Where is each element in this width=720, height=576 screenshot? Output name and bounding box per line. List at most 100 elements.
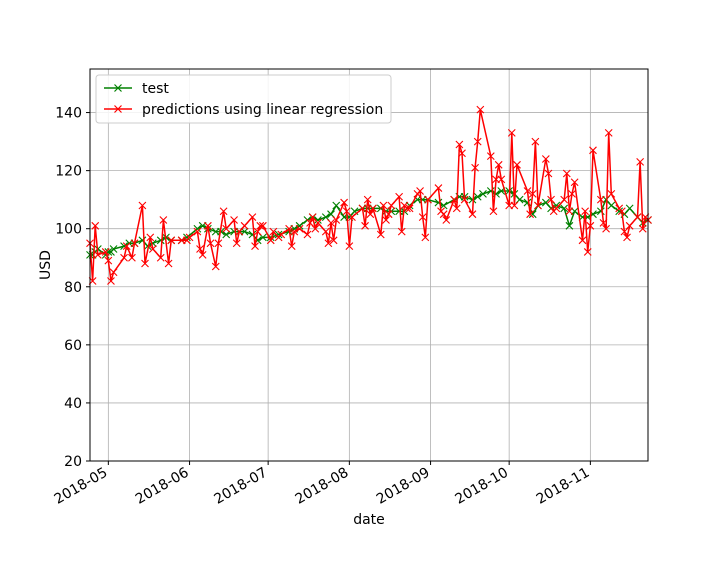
data-point-marker (468, 195, 477, 204)
data-point-marker (526, 210, 535, 219)
data-point-marker (418, 213, 427, 221)
y-tick-label: 80 (64, 280, 82, 296)
data-point-marker (91, 221, 100, 230)
data-point-marker (128, 253, 136, 262)
data-point-marker (345, 242, 354, 251)
data-point-marker (468, 210, 477, 219)
data-point-marker (130, 239, 139, 248)
data-point-marker (565, 221, 574, 230)
data-point-marker (159, 216, 168, 224)
data-point-marker (552, 204, 561, 213)
data-point-marker (259, 221, 267, 230)
data-point-marker (596, 195, 605, 204)
data-point-marker (560, 195, 569, 204)
data-point-marker (442, 216, 451, 224)
data-point-marker (625, 204, 634, 213)
data-point-marker (251, 242, 259, 251)
data-point-marker (311, 224, 320, 233)
data-point-marker (321, 227, 330, 236)
data-point-marker (473, 137, 482, 146)
data-point-marker (458, 149, 466, 158)
series-line (89, 108, 649, 282)
data-point-marker (452, 204, 461, 213)
data-point-marker (633, 213, 642, 221)
data-point-marker (460, 195, 469, 204)
data-point-marker (214, 239, 223, 248)
data-point-marker (222, 224, 231, 233)
data-point-marker (193, 224, 202, 233)
data-point-marker (560, 204, 569, 213)
data-point-marker (348, 213, 356, 221)
data-point-marker (528, 189, 537, 198)
data-point-marker (376, 230, 385, 239)
data-point-marker (562, 169, 571, 178)
data-point-marker (203, 221, 212, 230)
y-tick-label: 140 (55, 106, 82, 122)
data-point-marker (479, 189, 487, 198)
data-point-marker (450, 195, 459, 204)
data-point-marker (602, 224, 610, 233)
data-point-marker (617, 207, 626, 216)
data-point-marker (167, 236, 176, 245)
data-point-marker (596, 207, 605, 216)
data-point-marker (156, 253, 165, 262)
data-point-marker (544, 169, 553, 178)
data-point-marker (471, 163, 479, 172)
x-axis-label: date (353, 512, 385, 528)
data-point-marker (586, 221, 595, 230)
y-tick-label: 100 (55, 222, 82, 238)
data-point-marker (219, 207, 228, 216)
data-point-marker (497, 175, 506, 184)
data-point-marker (513, 160, 521, 169)
data-point-marker (287, 242, 296, 251)
data-point-marker (340, 198, 349, 207)
data-point-marker (107, 277, 115, 285)
data-point-marker (109, 245, 118, 253)
data-point-marker (492, 189, 500, 198)
data-point-marker (541, 155, 550, 163)
legend: test predictions using linear regression (95, 74, 392, 124)
data-point-marker (489, 207, 498, 216)
data-point-marker (120, 253, 128, 262)
data-point-marker (101, 248, 110, 256)
data-point-marker (248, 213, 257, 221)
data-point-marker (589, 146, 597, 155)
data-point-marker (256, 221, 265, 230)
data-point-marker (476, 105, 485, 114)
data-point-marker (607, 201, 616, 210)
plot-area (90, 69, 648, 461)
data-point-marker (638, 224, 647, 233)
data-point-marker (122, 242, 131, 251)
data-point-marker (486, 152, 495, 160)
data-point-marker (363, 195, 372, 204)
data-point-marker (636, 158, 645, 166)
data-point-marker (578, 236, 587, 245)
data-point-marker (581, 207, 590, 216)
data-point-marker (531, 137, 540, 146)
data-point-marker (327, 219, 335, 227)
data-point-marker (403, 204, 411, 213)
legend-label-predictions: predictions using linear regression (142, 102, 383, 118)
legend-marker-predictions (114, 105, 122, 113)
data-point-marker (439, 210, 448, 219)
data-point-marker (358, 204, 367, 213)
data-point-marker (277, 230, 286, 239)
data-point-marker (397, 227, 406, 236)
data-point-marker (104, 256, 113, 265)
data-point-marker (332, 201, 341, 210)
data-point-marker (232, 239, 241, 248)
data-point-marker (625, 221, 634, 230)
data-point-marker (332, 216, 341, 224)
data-point-marker (565, 207, 574, 216)
data-point-marker (109, 268, 118, 277)
data-point-marker (230, 216, 238, 224)
data-point-marker (494, 160, 503, 169)
data-point-marker (405, 204, 414, 213)
data-point-marker (93, 250, 102, 259)
data-point-marker (523, 187, 532, 195)
data-point-marker (421, 233, 430, 242)
data-point-marker (369, 204, 377, 213)
data-point-marker (314, 219, 322, 227)
data-point-marker (384, 210, 393, 219)
data-point-marker (507, 128, 516, 137)
